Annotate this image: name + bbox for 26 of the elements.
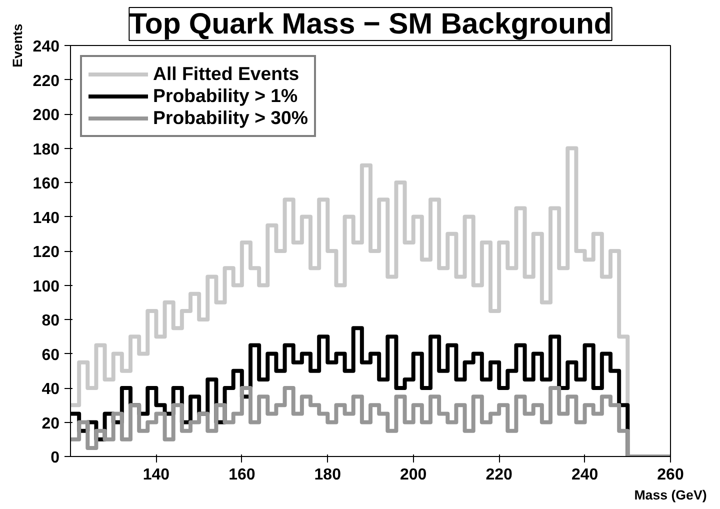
y-tick-label: 60 [42, 346, 60, 364]
y-tick-label: 80 [42, 312, 60, 330]
y-axis-title: Events [10, 24, 25, 68]
y-tick-label: 140 [32, 210, 60, 227]
y-tick-label: 180 [32, 141, 60, 158]
x-tick-label: 220 [486, 466, 513, 484]
y-tick-label: 40 [42, 381, 60, 398]
y-tick-label: 20 [42, 415, 60, 432]
y-tick-label: 200 [32, 107, 60, 124]
x-tick-label: 140 [142, 466, 170, 484]
y-tick-label: 220 [32, 72, 60, 90]
y-tick-label: 100 [32, 278, 60, 296]
y-tick-label: 160 [32, 176, 60, 192]
chart-title: Top Quark Mass − SM Background [129, 8, 612, 40]
y-tick-label: 240 [32, 38, 60, 56]
legend-label: Probability > 1% [153, 85, 298, 107]
legend-label: Probability > 30% [153, 107, 308, 129]
x-tick-label: 260 [657, 466, 684, 484]
x-axis-title: Mass (GeV) [634, 488, 707, 502]
x-tick-label: 200 [400, 466, 427, 484]
y-tick-label: 0 [50, 450, 60, 466]
y-tick-label: 120 [32, 244, 60, 261]
x-tick-label: 240 [571, 466, 598, 484]
x-tick-label: 180 [314, 466, 342, 484]
x-tick-label: 160 [228, 466, 256, 484]
legend-label: All Fitted Events [153, 63, 300, 85]
